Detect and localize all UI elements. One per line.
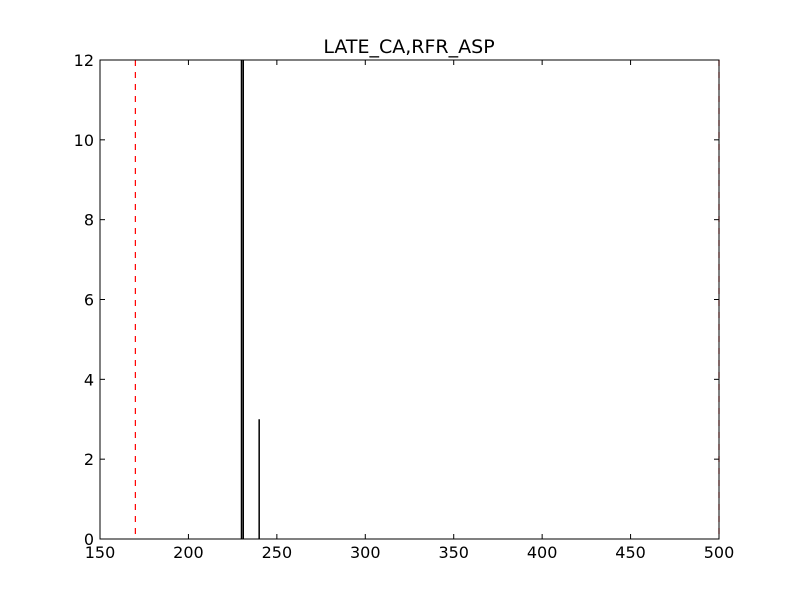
- y-tick-label: 12: [74, 51, 94, 70]
- x-tick-label: 500: [704, 543, 735, 562]
- y-tick-label: 8: [84, 211, 94, 230]
- x-tick-label: 250: [262, 543, 293, 562]
- x-tick-label: 350: [438, 543, 469, 562]
- axes-frame: [99, 59, 720, 540]
- x-tick-label: 150: [85, 543, 116, 562]
- y-tick-label: 10: [74, 131, 94, 150]
- plot-area: 150 200 250 300 350 400 450 500 0 2 4 6 8 10 12: [74, 51, 735, 562]
- x-tick-label: 450: [615, 543, 646, 562]
- x-tick-label: 200: [173, 543, 204, 562]
- y-tick-label: 4: [84, 370, 94, 389]
- x-tick-label: 400: [527, 543, 558, 562]
- y-tick-label: 2: [84, 450, 94, 469]
- y-tick-label: 6: [84, 291, 94, 310]
- y-tick-label: 0: [84, 530, 94, 549]
- chart-title: LATE_CA,RFR_ASP: [323, 36, 494, 58]
- x-tick-label: 300: [350, 543, 381, 562]
